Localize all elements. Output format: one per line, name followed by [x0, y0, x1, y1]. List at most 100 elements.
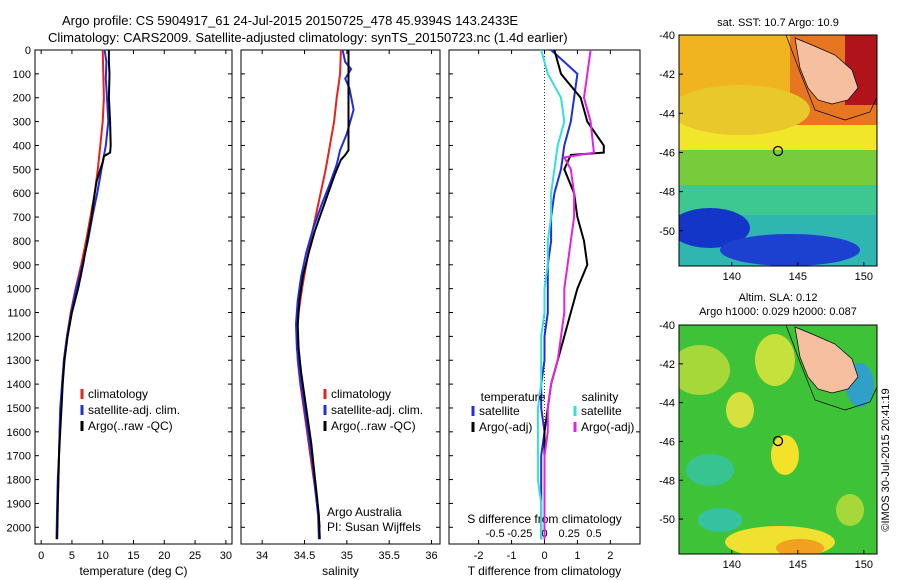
x-tick-label: 35: [341, 550, 353, 562]
map-y-tick-label: -50: [659, 226, 675, 238]
s-tick-label: -0.5: [486, 528, 505, 540]
y-tick-label: 1400: [7, 379, 31, 391]
sla-map-title-2: Argo h1000: 0.029 h2000: 0.087: [699, 306, 857, 318]
series-line-t-argo-adj-: [543, 49, 605, 540]
sst-map-title: sat. SST: 10.7 Argo: 10.9: [717, 17, 839, 29]
sst-contour: [785, 35, 877, 121]
legend-header-temperature: temperature: [481, 390, 546, 404]
sla-map-frame: [678, 324, 878, 555]
legend-label: climatology: [88, 387, 148, 401]
y-tick-label: 300: [13, 117, 31, 129]
map-x-tick-label: 140: [723, 559, 741, 571]
x-tick-label: 5: [69, 550, 75, 562]
x-tick-label: 35.5: [378, 550, 399, 562]
x-tick-label: 34: [256, 550, 268, 562]
map-y-tick-label: -42: [659, 69, 675, 81]
series-line-s-argo-adj-: [543, 49, 595, 540]
legend-label: satellite-adj. clim.: [331, 403, 423, 417]
legend-label: Argo(..raw -QC): [88, 419, 173, 433]
x-tick-label: 0: [541, 550, 547, 562]
map-y-tick-label: -46: [659, 436, 675, 448]
s-tick-label: 0.25: [558, 528, 579, 540]
y-tick-label: 900: [13, 260, 31, 272]
plot-frame: [240, 49, 441, 545]
y-tick-label: 800: [13, 236, 31, 248]
map-x-tick-label: 140: [723, 271, 741, 283]
y-tick-label: 2000: [7, 522, 31, 534]
map-y-tick-label: -46: [659, 147, 675, 159]
sla-blob: [679, 345, 730, 395]
sst-yellow-patch: [679, 85, 810, 135]
y-tick-label: 600: [13, 188, 31, 200]
sst-axes: 140 145 150 -40 -42 -44 -46 -48 -50: [659, 30, 873, 283]
map-y-tick-label: -44: [659, 108, 675, 120]
sla-tasmania-land: [794, 326, 859, 394]
x-tick-label: 20: [158, 550, 170, 562]
sst-argo-marker: [772, 145, 784, 157]
x-tick-label: 10: [97, 550, 109, 562]
sla-blob: [726, 392, 754, 428]
sst-cold-patch-south: [720, 234, 860, 266]
x-tick-label: -1: [507, 550, 517, 562]
sla-contour: [785, 325, 877, 411]
sla-blob: [776, 539, 824, 554]
y-tick-label: 400: [13, 140, 31, 152]
legend-header-salinity: salinity: [582, 390, 619, 404]
map-x-tick-label: 145: [789, 559, 807, 571]
header-line2: Climatology: CARS2009. Satellite-adjuste…: [48, 30, 568, 45]
legend-label: Argo(-adj): [479, 420, 532, 434]
legend-label: satellite: [479, 404, 520, 418]
header-line1: Argo profile: CS 5904917_61 24-Jul-2015 …: [62, 13, 519, 28]
sst-map-frame: [678, 34, 878, 267]
legend-label: satellite: [581, 404, 622, 418]
y-tick-label: 500: [13, 164, 31, 176]
map-y-tick-label: -40: [659, 30, 675, 42]
argo-australia-label: Argo Australia: [327, 505, 402, 519]
profile-panel-difference: -2 -1 0 1 2 T difference from climatology -0.5…: [448, 49, 641, 578]
sla-argo-marker: [772, 435, 784, 447]
y-tick-label: 700: [13, 212, 31, 224]
y-tick-label: 1100: [7, 308, 31, 320]
profile-panel-salinity: 34 34.5 35 35.5 36 salinity climatology satelli…: [240, 49, 441, 578]
sst-cold-patch-west: [679, 208, 750, 248]
y-tick-label: 1200: [7, 331, 31, 343]
sla-blob: [686, 454, 734, 486]
x-tick-label: 25: [189, 550, 201, 562]
sla-blob: [771, 435, 799, 475]
y-tick-label: 1900: [7, 498, 31, 510]
series-line-s-satellite: [536, 49, 566, 540]
y-tick-label: 200: [13, 93, 31, 105]
imos-timestamp: ©IMOS 30-Jul-2015 20:41:19: [880, 388, 892, 531]
sla-blob: [836, 494, 864, 526]
sla-map: Altim. SLA: 0.12 Argo h1000: 0.029 h2000…: [659, 292, 892, 571]
y-tick-label: 1700: [7, 451, 31, 463]
series-line-argo-raw-qc-: [56, 50, 112, 540]
y-tick-label: 1600: [7, 427, 31, 439]
x-tick-label: 15: [127, 550, 139, 562]
pi-label: PI: Susan Wijffels: [327, 520, 421, 534]
map-y-tick-label: -50: [659, 514, 675, 526]
legend-label: Argo(..raw -QC): [331, 419, 416, 433]
sla-blob: [698, 508, 742, 532]
y-tick-label: 1500: [7, 403, 31, 415]
sla-map-title-1: Altim. SLA: 0.12: [739, 292, 818, 304]
x-tick-label: 36: [425, 550, 437, 562]
map-x-tick-label: 145: [789, 271, 807, 283]
profile-panel-temperature: 0100200300400500600700800900100011001200…: [7, 45, 233, 578]
x-tick-label: -2: [474, 550, 484, 562]
plot-frame: [34, 49, 233, 545]
sla-axes: 140 145 150 -40 -42 -44 -46 -48 -50: [659, 320, 873, 571]
legend-label: climatology: [331, 387, 391, 401]
map-y-tick-label: -40: [659, 320, 675, 332]
series-line-t-satellite: [540, 49, 579, 540]
map-y-tick-label: -48: [659, 475, 675, 487]
legend-label: satellite-adj. clim.: [88, 403, 180, 417]
map-x-tick-label: 150: [855, 559, 873, 571]
y-tick-label: 1800: [7, 475, 31, 487]
y-tick-label: 1000: [7, 284, 31, 296]
y-tick-label: 1300: [7, 355, 31, 367]
s-tick-label: 0.5: [586, 528, 601, 540]
series-line-argo-raw-qc-: [296, 50, 350, 540]
x-tick-label: 30: [220, 550, 232, 562]
